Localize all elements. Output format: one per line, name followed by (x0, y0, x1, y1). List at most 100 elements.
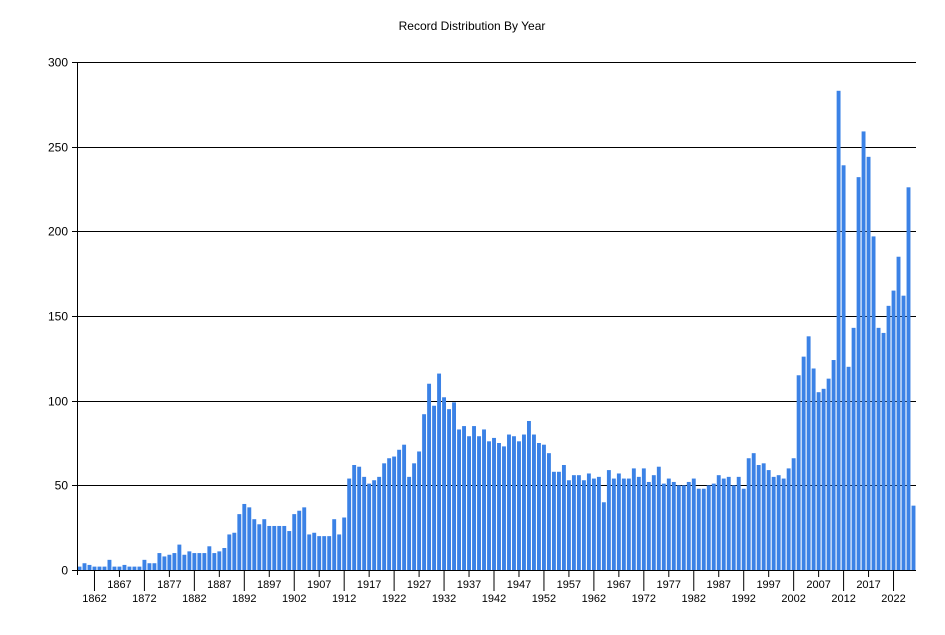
bar-1977 (666, 478, 671, 570)
bar-1944 (502, 446, 506, 570)
bar-1883 (197, 553, 202, 570)
bar-1999 (776, 475, 781, 570)
bar-1866 (112, 566, 117, 570)
bar-1935 (457, 429, 461, 570)
bar-1997 (766, 470, 771, 570)
bar-1945 (507, 434, 511, 570)
y-tick-label: 0 (61, 564, 68, 578)
bar-1989 (726, 476, 731, 570)
bar-1990 (731, 485, 736, 570)
x-tick-label: 2022 (881, 593, 905, 605)
bar-1916 (362, 476, 367, 570)
bar-1860 (82, 563, 87, 570)
bar-1934 (452, 402, 456, 570)
bar-1925 (407, 476, 412, 570)
x-tick-label: 1887 (207, 579, 231, 591)
bar-1917 (367, 483, 372, 570)
bar-1906 (312, 532, 317, 570)
bar-1937 (467, 436, 471, 570)
x-tick-label: 1967 (607, 579, 631, 591)
bar-1971 (636, 476, 641, 570)
bar-1936 (462, 426, 466, 570)
bar-1862 (92, 566, 97, 570)
bar-1924 (402, 444, 407, 570)
bar-1897 (267, 525, 272, 570)
bar-1975 (656, 466, 661, 570)
bar-1960 (581, 480, 586, 570)
bar-1868 (122, 564, 127, 570)
bar-1932 (442, 397, 447, 570)
bar-1896 (262, 519, 267, 570)
bar-1912 (342, 517, 347, 570)
bar-1877 (167, 554, 172, 570)
bar-1967 (616, 473, 621, 570)
bar-2005 (806, 336, 811, 570)
bar-1885 (207, 546, 212, 570)
bar-2010 (831, 360, 836, 570)
x-tick-label: 1942 (482, 593, 506, 605)
bar-1911 (337, 534, 342, 570)
axes (72, 62, 916, 591)
bar-1880 (182, 554, 187, 570)
x-tick-label: 1997 (756, 579, 780, 591)
x-tick-label: 2017 (856, 579, 880, 591)
bar-1947 (517, 441, 521, 570)
bar-2009 (826, 378, 831, 570)
bar-1878 (172, 553, 177, 570)
bar-1970 (631, 468, 636, 570)
x-tick-label: 1947 (507, 579, 531, 591)
bars (77, 90, 916, 571)
y-tick-label: 100 (48, 395, 68, 409)
bar-1873 (147, 563, 152, 570)
bar-1909 (327, 536, 332, 570)
bar-1876 (162, 556, 167, 570)
y-tick-label: 50 (55, 479, 69, 493)
bar-1871 (137, 566, 142, 570)
bar-2020 (881, 332, 886, 570)
bar-1972 (641, 468, 646, 570)
x-tick-label: 1982 (682, 593, 706, 605)
x-tick-label: 2007 (806, 579, 830, 591)
bar-1996 (761, 463, 766, 570)
chart-title: Record Distribution By Year (399, 19, 546, 33)
y-tick-label: 150 (48, 310, 68, 324)
x-tick-label: 1937 (457, 579, 481, 591)
bar-1859 (77, 566, 82, 570)
bar-1941 (487, 441, 491, 570)
bar-1931 (437, 373, 442, 570)
bar-1908 (322, 536, 327, 570)
bar-1998 (771, 476, 776, 570)
bar-1920 (382, 463, 387, 570)
bar-1928 (422, 414, 427, 570)
bar-2004 (801, 356, 806, 570)
bar-1913 (347, 478, 352, 570)
bar-1950 (532, 434, 536, 570)
x-tick-label: 1862 (82, 593, 106, 605)
bar-1892 (242, 503, 247, 570)
bar-1927 (417, 451, 422, 570)
bar-1919 (377, 476, 382, 570)
bar-1988 (721, 478, 726, 570)
bar-1930 (432, 405, 437, 570)
bar-1910 (332, 519, 337, 570)
bar-1865 (107, 559, 112, 570)
bar-1907 (317, 536, 322, 570)
x-tick-label: 1917 (357, 579, 381, 591)
grid-lines (77, 62, 916, 486)
bar-2007 (816, 392, 821, 570)
x-tick-label: 1972 (632, 593, 656, 605)
bar-1870 (132, 566, 137, 570)
bar-1891 (237, 514, 242, 570)
bar-1979 (676, 485, 681, 570)
bar-2014 (851, 327, 856, 570)
bar-2000 (781, 478, 786, 570)
x-tick-label: 1877 (157, 579, 181, 591)
x-tick-label: 1927 (407, 579, 431, 591)
bar-1889 (227, 534, 232, 570)
x-tick-label: 1872 (132, 593, 156, 605)
bar-1948 (522, 434, 526, 570)
bar-2011 (836, 90, 841, 570)
y-tick-label: 250 (48, 141, 68, 155)
bar-1962 (591, 478, 596, 570)
bar-1923 (397, 449, 402, 570)
